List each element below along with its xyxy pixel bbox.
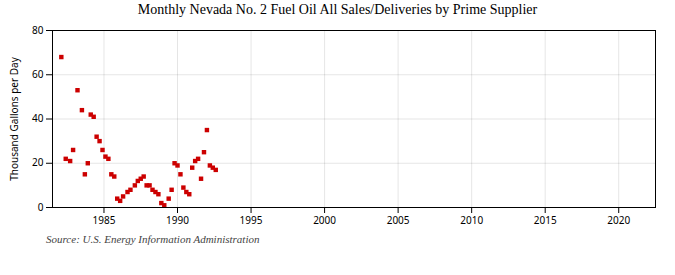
html-text:Monthly Nevada No. 2 Fuel Oil: Monthly Nevada No. 2 Fuel Oil All Sales/… xyxy=(137,2,538,17)
svg-text:1995: 1995 xyxy=(240,213,263,227)
svg-text:20: 20 xyxy=(32,155,44,169)
svg-text:2020: 2020 xyxy=(607,213,630,227)
svg-text:60: 60 xyxy=(32,67,44,81)
svg-text:40: 40 xyxy=(32,111,44,125)
svg-text:2000: 2000 xyxy=(313,213,336,227)
svg-text:1990: 1990 xyxy=(166,213,189,227)
svg-text:0: 0 xyxy=(38,200,44,214)
svg-text:2010: 2010 xyxy=(460,213,483,227)
svg-text:80: 80 xyxy=(32,23,44,37)
html-text:Source: U.S. Energy Informatio: Source: U.S. Energy Information Administ… xyxy=(46,233,260,245)
svg-text:1985: 1985 xyxy=(93,213,116,227)
svg-text:2015: 2015 xyxy=(534,213,557,227)
svg-text:Thousand Gallons per Day: Thousand Gallons per Day xyxy=(7,56,21,180)
svg-text:2005: 2005 xyxy=(387,213,410,227)
